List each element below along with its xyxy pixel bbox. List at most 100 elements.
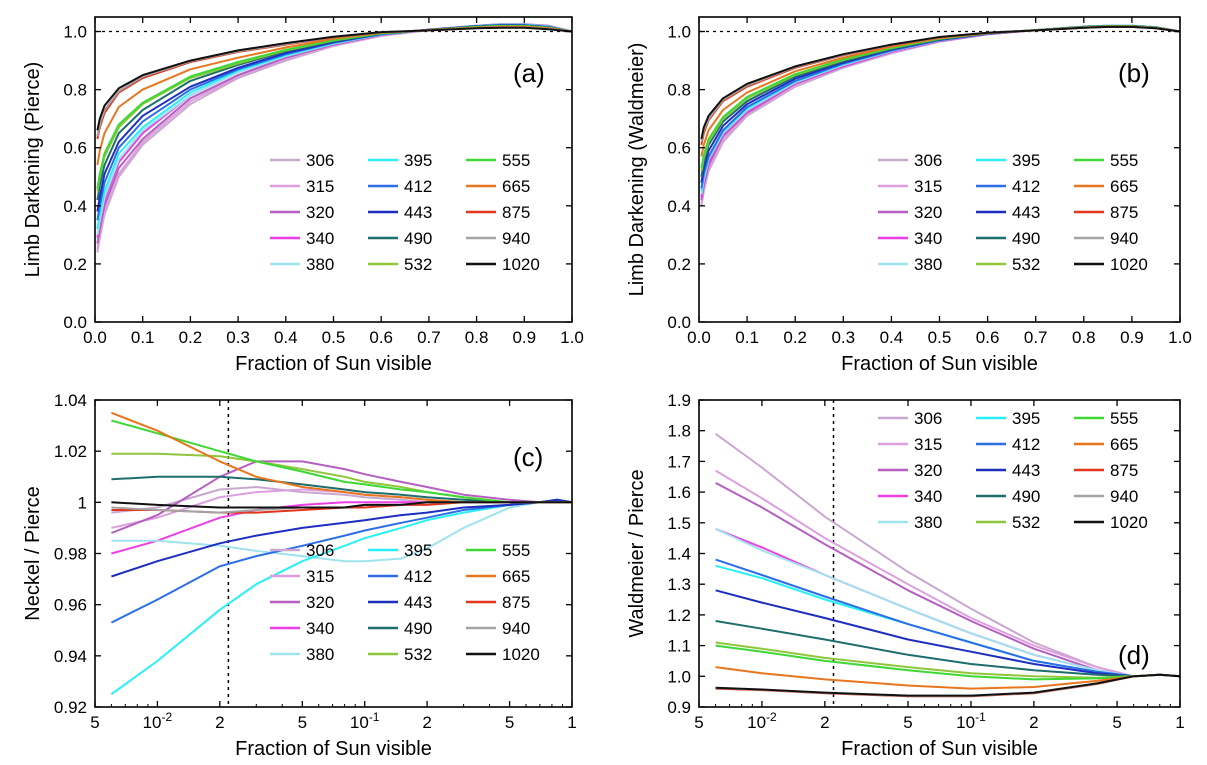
- legend-label-b-665: 665: [1110, 177, 1138, 196]
- legend-label-d-490: 490: [1012, 487, 1040, 506]
- y-tick-label-d: 1.6: [667, 483, 691, 502]
- legend-label-c-340: 340: [306, 619, 334, 638]
- legend-label-a-380: 380: [306, 255, 334, 274]
- y-tick-label-d: 1.5: [667, 514, 691, 533]
- legend-label-a-395: 395: [404, 151, 432, 170]
- legend-label-b-315: 315: [914, 177, 942, 196]
- series-line-a-665: [96, 25, 572, 166]
- x-tick-label-b: 0.6: [976, 328, 1000, 347]
- series-line-a-320: [96, 23, 572, 244]
- panel-a: 0.0 0.1 0.2 0.3 0.4 0.5 0.6 0.7 0.8 0.9 1.0 0.0 0.2 0…: [22, 16, 584, 375]
- series-line-a-340: [96, 23, 572, 238]
- legend-label-d-320: 320: [914, 461, 942, 480]
- legend-label-d-532: 532: [1012, 513, 1040, 532]
- legend-label-a-320: 320: [306, 203, 334, 222]
- x-tick-label-a: 1.0: [560, 328, 584, 347]
- legend-label-b-875: 875: [1110, 203, 1138, 222]
- legend-label-b-532: 532: [1012, 255, 1040, 274]
- x-tick-label-a: 0.6: [369, 328, 393, 347]
- y-tick-label-b: 0.6: [667, 139, 691, 158]
- legend-label-d-1020: 1020: [1110, 513, 1148, 532]
- x-tick-label-a: 0.0: [83, 328, 107, 347]
- series-line-d-1020: [715, 673, 1180, 697]
- series-line-b-665: [700, 25, 1180, 157]
- x-tick-label-c: 2: [215, 713, 224, 732]
- legend-label-b-555: 555: [1110, 151, 1138, 170]
- legend-label-b-443: 443: [1012, 203, 1040, 222]
- series-line-a-1020: [96, 26, 572, 131]
- legend-label-b-412: 412: [1012, 177, 1040, 196]
- x-tick-label-d: 10-2: [747, 710, 777, 732]
- series-line-c-1020: [111, 501, 572, 509]
- y-tick-label-d: 1.3: [667, 575, 691, 594]
- series-line-a-380: [96, 23, 572, 236]
- panel-tag-d: (d): [1118, 640, 1150, 670]
- x-axis-label-a: Fraction of Sun visible: [235, 353, 432, 375]
- legend-label-d-940: 940: [1110, 487, 1138, 506]
- x-tick-label-d: 5: [1112, 713, 1121, 732]
- legend-label-d-443: 443: [1012, 461, 1040, 480]
- x-tick-label-b: 0.1: [735, 328, 759, 347]
- legend-label-d-395: 395: [1012, 409, 1040, 428]
- y-tick-label-b: 0.2: [667, 255, 691, 274]
- x-tick-label-d: 5: [903, 713, 912, 732]
- y-tick-label-c: 1.04: [54, 391, 87, 410]
- x-tick-label-a: 0.8: [465, 328, 489, 347]
- x-tick-label-a: 0.4: [274, 328, 298, 347]
- y-tick-label-a: 0.4: [63, 197, 87, 216]
- panel-c: 5 10-2 2 5 10-1 2 5 1 0.92 0.94 0.96 0.98 1 1.02 1.04 F…: [22, 391, 577, 760]
- legend-label-a-306: 306: [306, 151, 334, 170]
- y-tick-label-b: 0.4: [667, 197, 691, 216]
- x-tick-label-a: 0.7: [417, 328, 441, 347]
- legend-label-a-555: 555: [502, 151, 530, 170]
- legend-label-d-306: 306: [914, 409, 942, 428]
- x-axis-label-b: Fraction of Sun visible: [841, 353, 1038, 375]
- x-tick-label-b: 0.7: [1024, 328, 1048, 347]
- legend-label-b-490: 490: [1012, 229, 1040, 248]
- panel-tag-b: (b): [1118, 58, 1150, 88]
- legend-label-a-443: 443: [404, 203, 432, 222]
- x-tick-label-a: 0.5: [322, 328, 346, 347]
- y-tick-label-c: 1: [78, 493, 87, 512]
- series-line-a-306: [96, 23, 572, 253]
- y-tick-label-b: 0.8: [667, 81, 691, 100]
- x-tick-label-c: 5: [298, 713, 307, 732]
- legend-label-a-490: 490: [404, 229, 432, 248]
- y-tick-label-c: 0.98: [54, 545, 87, 564]
- legend-a: 306 315 320 340 380 395 412 443 490 532 555 665 875 9…: [270, 151, 540, 274]
- legend-label-b-340: 340: [914, 229, 942, 248]
- x-tick-label-b: 0.9: [1120, 328, 1144, 347]
- legend-label-c-490: 490: [404, 619, 432, 638]
- y-tick-label-a: 0.8: [63, 81, 87, 100]
- y-tick-label-d: 1.9: [667, 391, 691, 410]
- y-axis-label-c: Neckel / Pierce: [22, 486, 44, 621]
- x-tick-label-c: 5: [90, 713, 99, 732]
- y-tick-label-a: 0.0: [63, 313, 87, 332]
- panel-b: 0.0 0.1 0.2 0.3 0.4 0.5 0.6 0.7 0.8 0.9 1.0 0.0 0.2 0…: [626, 16, 1192, 375]
- legend-label-c-320: 320: [306, 593, 334, 612]
- x-tick-label-a: 0.3: [226, 328, 250, 347]
- x-tick-label-b: 0.0: [687, 328, 711, 347]
- legend-label-d-380: 380: [914, 513, 942, 532]
- y-tick-label-a: 1.0: [63, 23, 87, 42]
- x-tick-label-d: 2: [820, 713, 829, 732]
- x-axis-label-d: Fraction of Sun visible: [841, 738, 1038, 760]
- legend-label-c-1020: 1020: [502, 645, 540, 664]
- y-axis-label-b: Limb Darkening (Waldmeier): [626, 43, 648, 297]
- panel-d: 5 10-2 2 5 10-1 2 5 1 0.9 1.0 1.1 1.2 1.3 1.4 1.5 1.6 1.…: [626, 391, 1185, 760]
- y-axis-label-a: Limb Darkening (Pierce): [22, 62, 44, 278]
- x-tick-label-b: 0.4: [880, 328, 904, 347]
- y-tick-label-c: 0.96: [54, 596, 87, 615]
- legend-label-c-380: 380: [306, 645, 334, 664]
- x-tick-label-b: 1.0: [1168, 328, 1192, 347]
- y-tick-label-d: 1.8: [667, 422, 691, 441]
- legend-label-c-412: 412: [404, 567, 432, 586]
- legend-label-a-940: 940: [502, 229, 530, 248]
- series-line-a-315: [96, 23, 572, 250]
- x-tick-label-a: 0.1: [131, 328, 155, 347]
- legend-label-d-315: 315: [914, 435, 942, 454]
- x-tick-label-d: 5: [694, 713, 703, 732]
- y-tick-label-c: 0.92: [54, 698, 87, 717]
- x-tick-label-a: 0.9: [512, 328, 536, 347]
- series-line-a-555: [96, 25, 572, 189]
